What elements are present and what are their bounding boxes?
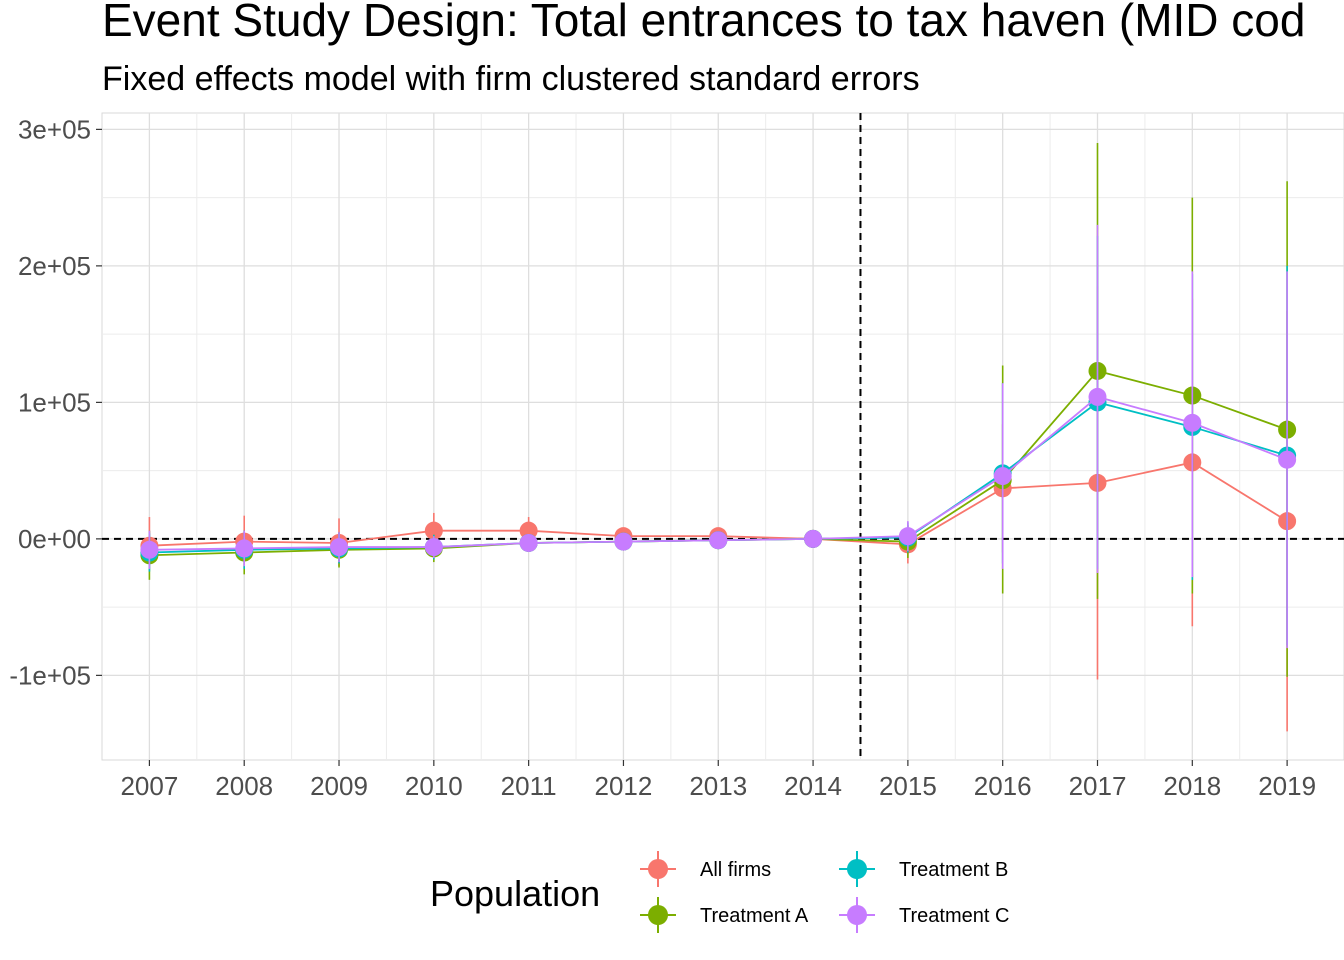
data-point	[709, 531, 728, 550]
legend-key-treatment-b	[847, 859, 867, 879]
y-tick-label: 3e+05	[18, 114, 91, 144]
x-axis: 2007 2008 2009 2010 2011 2012 2013 2014 2015 2016…	[120, 760, 1316, 801]
data-point	[330, 538, 349, 557]
data-point	[1183, 413, 1202, 432]
x-tick-label: 2008	[215, 771, 273, 801]
x-tick-label: 2019	[1258, 771, 1316, 801]
data-point	[614, 532, 633, 551]
legend-key-all-firms	[648, 859, 668, 879]
x-tick-label: 2010	[405, 771, 463, 801]
data-point	[1278, 450, 1297, 469]
y-tick-label: 2e+05	[18, 251, 91, 281]
legend-item-treatment-c: Treatment C	[839, 897, 1009, 933]
legend-title: Population	[430, 873, 600, 914]
chart-title: Event Study Design: Total entrances to t…	[102, 0, 1305, 46]
y-tick-label: 0e+00	[18, 524, 91, 554]
legend-label-treatment-c: Treatment C	[899, 905, 1009, 927]
data-point	[140, 540, 159, 559]
data-point	[1088, 387, 1107, 406]
data-point	[424, 521, 443, 540]
series-layer	[140, 143, 1297, 732]
legend: Population All firms Treatment A Treatme…	[430, 851, 1009, 933]
legend-item-treatment-a: Treatment A	[640, 897, 809, 933]
y-axis: 3e+05 2e+05 1e+05 0e+00 -1e+05	[9, 114, 102, 690]
x-tick-label: 2011	[501, 771, 557, 801]
x-tick-label: 2016	[974, 771, 1032, 801]
reference-lines	[102, 113, 1344, 760]
data-point	[519, 533, 538, 552]
data-point	[898, 527, 917, 546]
x-tick-label: 2007	[120, 771, 178, 801]
x-tick-label: 2014	[784, 771, 842, 801]
y-tick-label: -1e+05	[9, 660, 91, 690]
data-point	[424, 538, 443, 557]
legend-label-treatment-a: Treatment A	[700, 905, 809, 927]
data-point	[804, 529, 823, 548]
y-tick-label: 1e+05	[18, 387, 91, 417]
x-tick-label: 2015	[879, 771, 937, 801]
legend-label-treatment-b: Treatment B	[899, 859, 1008, 881]
legend-key-treatment-c	[847, 905, 867, 925]
x-tick-label: 2012	[595, 771, 653, 801]
legend-item-treatment-b: Treatment B	[839, 851, 1008, 887]
data-point	[993, 467, 1012, 486]
chart-subtitle: Fixed effects model with firm clustered …	[102, 60, 920, 98]
x-tick-label: 2018	[1163, 771, 1221, 801]
x-tick-label: 2009	[310, 771, 368, 801]
legend-key-treatment-a	[648, 905, 668, 925]
series-treatment-c	[140, 224, 1297, 649]
data-point	[235, 539, 254, 558]
legend-item-all-firms: All firms	[640, 851, 771, 887]
plot-panel	[101, 112, 1344, 761]
x-tick-label: 2013	[689, 771, 747, 801]
x-tick-label: 2017	[1069, 771, 1127, 801]
legend-label-all-firms: All firms	[700, 859, 771, 881]
